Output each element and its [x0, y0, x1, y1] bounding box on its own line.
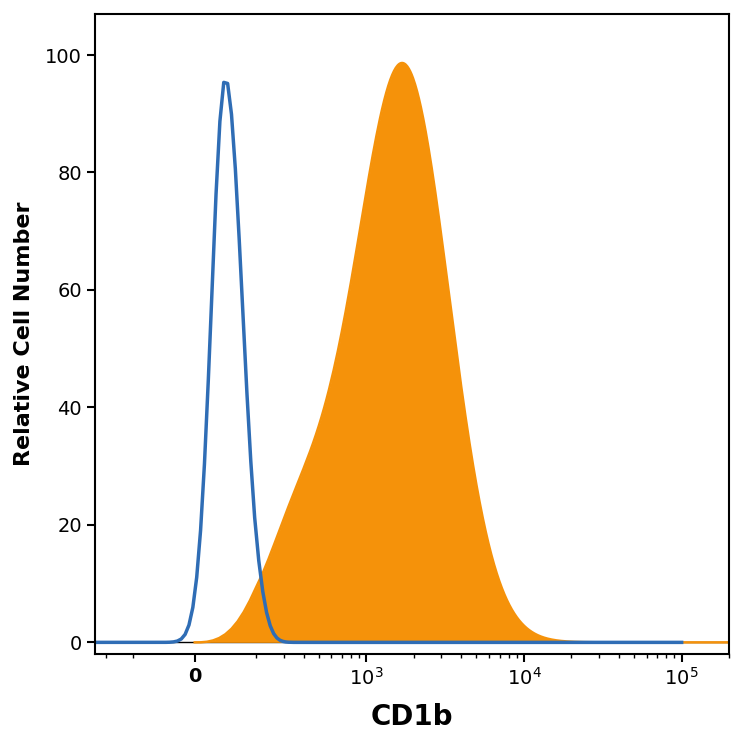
Y-axis label: Relative Cell Number: Relative Cell Number [14, 202, 34, 466]
X-axis label: CD1b: CD1b [371, 703, 453, 731]
